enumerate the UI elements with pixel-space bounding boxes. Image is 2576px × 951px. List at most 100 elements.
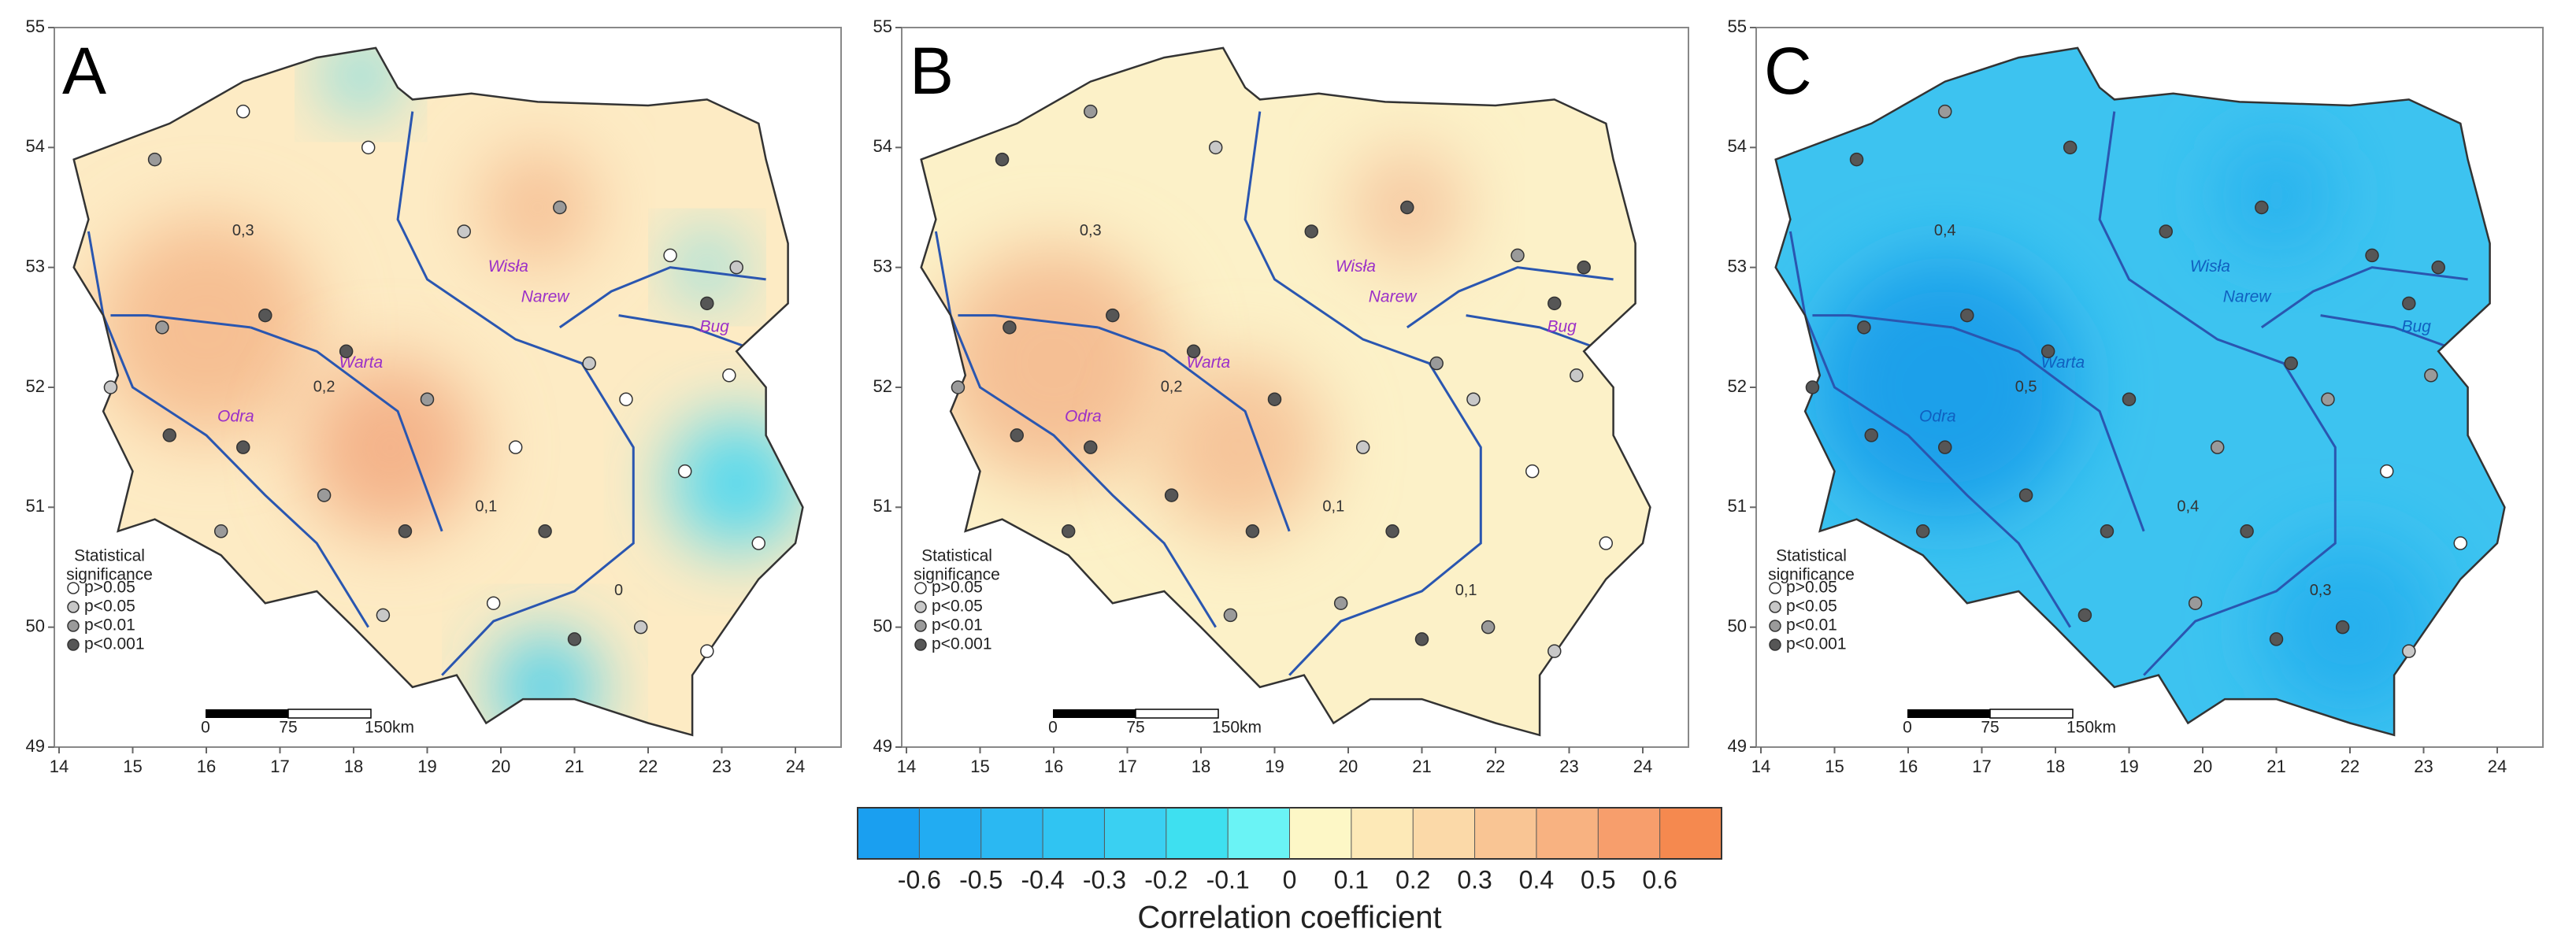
station	[1510, 248, 1525, 263]
legend-swatch	[1769, 638, 1781, 651]
river-label: Bug	[1547, 317, 1577, 335]
river	[1406, 266, 1614, 329]
legend-item: p<0.01	[84, 616, 135, 635]
station	[1525, 464, 1540, 479]
field-blob	[677, 238, 737, 298]
station	[2159, 224, 2173, 239]
legend-title: Statistical	[1776, 547, 1847, 565]
contour-label: 0	[614, 582, 623, 599]
scale-bar-black	[1053, 709, 1136, 718]
station	[1577, 260, 1591, 275]
station	[1547, 296, 1562, 311]
river	[1812, 314, 1953, 329]
station	[155, 320, 169, 335]
field-blob	[1149, 358, 1326, 536]
x-tick-label: 14	[1751, 757, 1770, 776]
country-border	[1774, 46, 2506, 737]
river-label: Warta	[339, 353, 384, 372]
contour-label: 0,3	[2310, 582, 2332, 599]
legend-item: p<0.01	[1786, 616, 1837, 635]
legend-title: Statistical	[74, 547, 145, 565]
station	[1333, 596, 1348, 610]
colorbar-tick-label: -0.1	[1206, 865, 1250, 894]
legend-swatch	[1769, 620, 1781, 632]
x-tick-label: 24	[786, 757, 805, 776]
contour-label: 0,3	[232, 222, 254, 239]
legend-swatch	[1769, 582, 1781, 594]
x-tick-label: 16	[1044, 757, 1063, 776]
legend-item: p<0.05	[932, 598, 983, 616]
x-tick-label: 22	[1486, 757, 1505, 776]
station	[376, 608, 391, 623]
station	[1267, 392, 1282, 406]
station	[2431, 260, 2445, 275]
panel-label: A	[62, 34, 106, 108]
scale-bar-black	[206, 709, 288, 718]
station	[339, 344, 354, 359]
river-label: Odra	[217, 408, 254, 426]
station	[995, 152, 1010, 167]
x-tick-label: 15	[1825, 757, 1844, 776]
station	[1061, 524, 1076, 538]
legend-item: p<0.05	[1786, 598, 1837, 616]
x-tick-label: 17	[1972, 757, 1991, 776]
scale-bar-label: 0	[1903, 719, 1912, 737]
legend-swatch	[1769, 601, 1781, 613]
y-tick-label: 51	[1728, 496, 1747, 516]
country-border	[920, 46, 1651, 737]
river-label: Wisła	[1336, 257, 1376, 276]
legend-item: p<0.001	[932, 635, 992, 653]
station	[1385, 524, 1399, 538]
x-tick-label: 17	[1118, 757, 1136, 776]
colorbar-segment	[1659, 808, 1722, 859]
station	[1864, 428, 1878, 442]
x-tick-label: 22	[2341, 757, 2359, 776]
river-label: Wisła	[2190, 257, 2230, 276]
station	[420, 392, 435, 406]
station	[2040, 344, 2055, 359]
station	[1084, 440, 1098, 454]
contour-label: 0,1	[1455, 582, 1477, 599]
y-tick-label: 51	[26, 496, 45, 516]
station	[678, 464, 692, 479]
scale-bar-white	[1135, 709, 1219, 719]
river	[110, 314, 251, 329]
station	[2424, 368, 2438, 383]
legend-title: Statistical	[921, 547, 992, 565]
station	[457, 224, 471, 239]
colorbar-segment	[1289, 808, 1352, 859]
station	[2210, 440, 2225, 454]
country-border	[72, 46, 804, 737]
y-tick-label: 50	[873, 616, 892, 635]
y-tick-label: 52	[873, 376, 892, 396]
river	[1951, 326, 2145, 532]
colorbar-tick-label: 0.6	[1642, 865, 1677, 894]
scale-bar-label: 150km	[1212, 719, 1262, 737]
x-tick-label: 21	[2267, 757, 2285, 776]
y-tick-label: 54	[873, 136, 892, 156]
river-label: Bug	[699, 317, 729, 335]
y-tick-label: 49	[873, 736, 892, 756]
legend-swatch	[67, 620, 80, 632]
x-tick-label: 20	[491, 757, 510, 776]
station	[729, 260, 743, 275]
colorbar-segment	[980, 808, 1043, 859]
y-tick-label: 55	[26, 17, 45, 36]
legend-swatch	[67, 638, 80, 651]
y-tick-label: 50	[26, 616, 45, 635]
x-tick-label: 20	[2193, 757, 2212, 776]
station	[567, 632, 582, 646]
station	[2240, 524, 2254, 538]
station	[633, 620, 648, 635]
y-tick-label: 53	[1728, 256, 1747, 276]
x-tick-label: 19	[417, 757, 436, 776]
station	[582, 356, 596, 371]
contour-label: 0,2	[313, 378, 335, 395]
x-tick-label: 19	[1265, 757, 1284, 776]
legend-title: significance	[66, 566, 153, 584]
station	[538, 524, 552, 538]
river-label: Bug	[2401, 317, 2431, 335]
field-blob	[936, 245, 1172, 482]
station	[1400, 200, 1414, 215]
x-tick-label: 15	[970, 757, 989, 776]
